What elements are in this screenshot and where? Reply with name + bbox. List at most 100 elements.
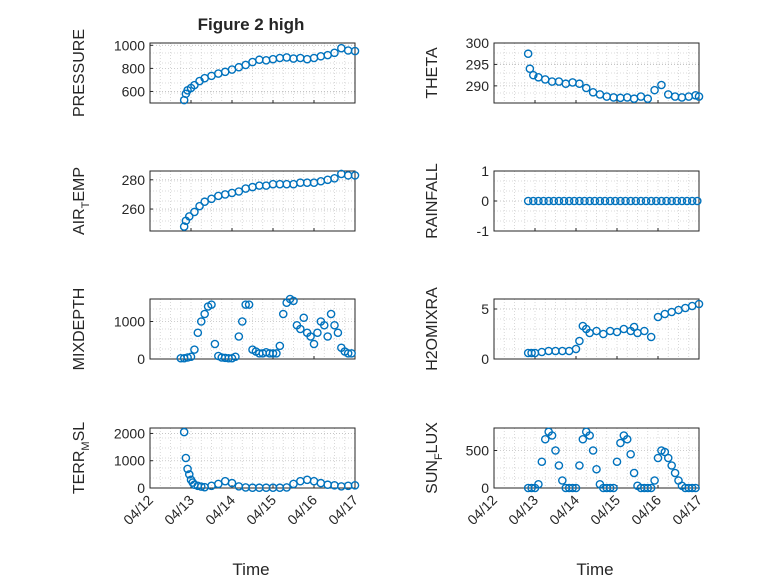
axes-border (149, 42, 356, 104)
data-point (694, 299, 704, 309)
data-point (667, 196, 676, 206)
data-point (537, 457, 547, 467)
data-point (616, 438, 625, 448)
data-point (622, 434, 632, 444)
y-axis-label: SUNFLUX (424, 422, 445, 494)
y-axis-label: THETA (424, 47, 441, 99)
x-tick-label: 04/12 (120, 492, 156, 528)
data-point (687, 196, 697, 206)
data-point (330, 320, 339, 330)
data-point (629, 468, 639, 478)
axes-border (493, 427, 700, 489)
data-point (268, 349, 278, 358)
data-point (650, 85, 659, 95)
axes-border (493, 298, 700, 360)
x-axis-label-right: Time (576, 560, 613, 579)
data-point (585, 431, 594, 440)
data-point (190, 345, 199, 354)
data-point (592, 326, 601, 336)
data-point (571, 344, 581, 354)
data-point (534, 196, 543, 206)
data-point (691, 483, 700, 493)
data-point (578, 434, 588, 444)
data-point (592, 464, 601, 474)
data-point (528, 70, 538, 80)
data-point (326, 309, 336, 319)
data-point (184, 212, 194, 221)
data-point (657, 80, 666, 90)
data-point (575, 336, 584, 346)
data-point (309, 339, 319, 349)
y-tick-label: 280 (122, 172, 146, 188)
y-tick-label: 0 (481, 480, 489, 496)
y-tick-label: 1000 (114, 453, 145, 469)
data-point (540, 434, 550, 444)
data-point (183, 464, 192, 474)
y-axis-label: MIXDEPTH (71, 288, 88, 371)
data-point (605, 196, 615, 206)
data-point (234, 332, 244, 341)
data-point (640, 326, 649, 336)
data-point (672, 196, 682, 206)
data-point (275, 341, 285, 351)
y-tick-label: 290 (466, 78, 490, 94)
data-point (568, 483, 577, 493)
x-tick-label: 04/15 (243, 492, 279, 528)
axes-border (149, 170, 356, 232)
axes-border (149, 427, 356, 489)
data-point (609, 483, 618, 493)
data-point (525, 64, 535, 74)
y-axis-label: AIRTEMP (71, 167, 92, 235)
data-point (650, 476, 659, 485)
data-point (241, 300, 250, 309)
data-point (231, 352, 240, 362)
data-point (631, 196, 641, 206)
data-point (181, 453, 191, 463)
y-tick-label: 1 (481, 163, 489, 179)
y-tick-label: 1000 (114, 37, 145, 53)
data-point (193, 328, 203, 338)
data-point (580, 196, 589, 206)
data-point (599, 329, 608, 339)
data-point (186, 352, 196, 362)
x-tick-label: 04/17 (325, 492, 361, 528)
data-point (646, 483, 656, 493)
data-point (677, 196, 687, 206)
data-point (571, 483, 581, 493)
axes-border (149, 298, 356, 360)
data-point (347, 349, 356, 358)
data-point (558, 476, 567, 485)
x-tick-label: 04/17 (669, 492, 705, 528)
y-tick-label: 0 (137, 480, 145, 496)
x-tick-label: 04/13 (161, 492, 197, 528)
data-point (610, 196, 620, 206)
data-point (694, 92, 704, 101)
data-point (528, 196, 538, 206)
data-point (554, 461, 564, 470)
data-point (179, 427, 189, 437)
subplot-8: 0 500 04/12 04/13 04/14 04/15 04/16 04/17 SUNFLU… (424, 422, 705, 528)
data-point (527, 483, 536, 493)
y-axis-label: H2OMIXRA (424, 287, 441, 371)
data-point (663, 453, 673, 463)
x-axis-label-left: Time (232, 560, 269, 579)
data-point (588, 446, 598, 455)
data-point (330, 174, 339, 183)
data-point (350, 171, 360, 180)
data-point (575, 196, 584, 206)
data-point (670, 468, 680, 478)
data-point (330, 48, 339, 58)
data-point (600, 196, 610, 206)
data-point (657, 196, 666, 206)
data-point (282, 483, 291, 492)
y-axis-label: TERRMSL (71, 422, 92, 494)
data-point (534, 479, 543, 489)
data-point (190, 80, 199, 90)
data-point (200, 197, 209, 207)
data-point (595, 196, 605, 206)
y-tick-label: -1 (477, 223, 490, 239)
data-point (643, 94, 653, 104)
axes-border (493, 42, 700, 104)
data-point (195, 201, 204, 211)
data-point (646, 196, 656, 206)
